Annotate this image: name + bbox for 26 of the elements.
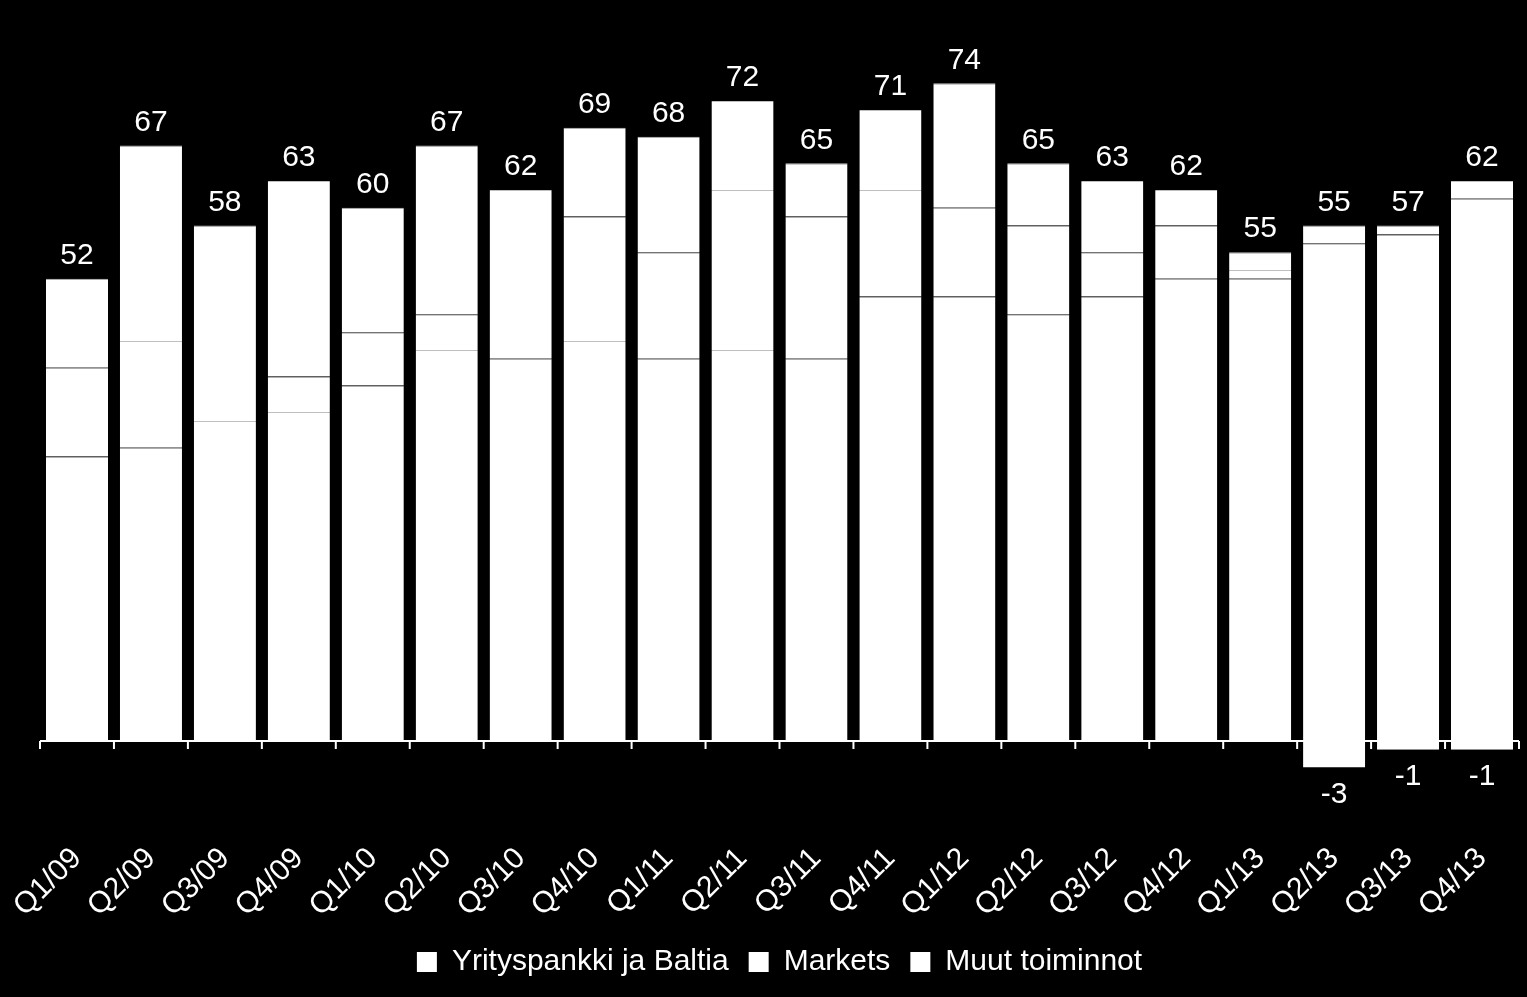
legend-label: Yrityspankki ja Baltia [451,943,729,977]
total-label: 71 [873,68,908,102]
total-label: 65 [799,121,834,155]
total-label: 62 [1169,148,1203,182]
legend-label: Muut toiminnot [945,943,1143,977]
total-label: 55 [1243,210,1277,244]
total-label: 63 [1095,139,1129,173]
total-label: 52 [60,237,94,271]
total-label: 67 [134,103,168,137]
total-label: 57 [1391,183,1425,217]
total-label: 68 [651,94,686,128]
total-label: 72 [725,59,760,93]
total-label: 65 [1021,121,1056,155]
total-label: 62 [1465,139,1499,173]
total-label: 74 [947,41,982,75]
total-label: 62 [503,148,538,182]
total-label: 67 [430,103,464,137]
total-label: 60 [356,165,390,199]
data-label: -1 [1468,758,1496,792]
total-label: 63 [282,139,316,173]
total-label: 58 [208,183,242,217]
data-label: -1 [1394,758,1422,792]
total-label: 69 [577,86,612,120]
data-label: -3 [1320,775,1348,809]
total-label: 55 [1317,183,1351,217]
legend-label: Markets [783,943,891,977]
